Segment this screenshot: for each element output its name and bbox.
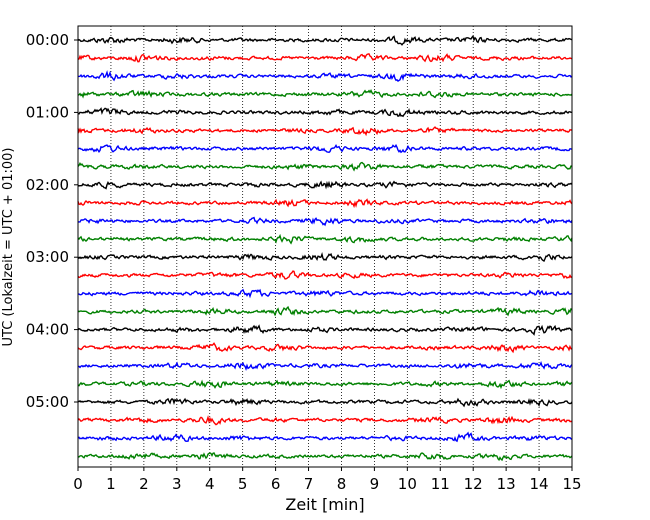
trace-05:30: [77, 431, 573, 443]
y-axis-ticks: 00:00 01:00 02:00 03:00 04:00 05:00: [26, 31, 78, 411]
x-axis-title: Zeit [min]: [285, 495, 364, 514]
x-tick-label: 13: [497, 475, 516, 493]
x-tick-label: 5: [238, 475, 248, 493]
trace-01:00: [77, 107, 573, 118]
seismic-traces: [77, 34, 573, 462]
x-tick-label: 1: [106, 475, 116, 493]
plot-frame: [77, 25, 573, 468]
x-tick-label: 15: [562, 475, 581, 493]
trace-05:15: [77, 415, 573, 426]
y-tick-label: 00:00: [26, 31, 69, 49]
y-tick-label: 02:00: [26, 176, 69, 194]
y-tick-label: 04:00: [26, 321, 69, 339]
trace-04:45: [77, 379, 573, 390]
trace-02:45: [77, 233, 573, 245]
trace-02:00: [77, 180, 573, 190]
trace-01:30: [77, 143, 573, 154]
trace-03:45: [77, 305, 573, 317]
trace-02:30: [77, 216, 573, 227]
y-axis-title: UTC (Lokalzeit = UTC + 01:00): [1, 148, 16, 347]
x-tick-label: 4: [205, 475, 215, 493]
trace-00:30: [77, 70, 573, 83]
x-tick-label: 8: [337, 475, 347, 493]
y-tick-label: 03:00: [26, 248, 69, 266]
trace-04:00: [77, 324, 573, 336]
trace-04:30: [77, 361, 573, 372]
trace-04:15: [77, 342, 573, 354]
trace-05:00: [77, 397, 573, 408]
trace-00:15: [77, 53, 573, 63]
x-tick-label: 11: [431, 475, 450, 493]
y-tick-label: 01:00: [26, 103, 69, 121]
x-axis-ticks: 0 1 2 3 4 5 6 7 8 9 10 11 12 13 14 15: [73, 467, 582, 493]
x-tick-label: 6: [271, 475, 281, 493]
trace-05:45: [78, 452, 573, 462]
trace-00:45: [77, 89, 573, 99]
x-tick-label: 12: [464, 475, 483, 493]
trace-01:45: [77, 161, 573, 172]
y-tick-label: 05:00: [26, 393, 69, 411]
x-tick-label: 2: [139, 475, 149, 493]
x-tick-label: 0: [73, 475, 83, 493]
x-tick-label: 3: [172, 475, 182, 493]
x-tick-label: 14: [530, 475, 549, 493]
trace-00:00: [77, 34, 573, 46]
x-tick-label: 9: [370, 475, 380, 493]
trace-01:15: [77, 126, 573, 137]
trace-03:15: [77, 270, 573, 280]
trace-03:00: [77, 252, 573, 262]
trace-02:15: [77, 198, 573, 209]
trace-03:30: [77, 288, 573, 299]
x-tick-label: 7: [304, 475, 314, 493]
x-tick-label: 10: [398, 475, 417, 493]
